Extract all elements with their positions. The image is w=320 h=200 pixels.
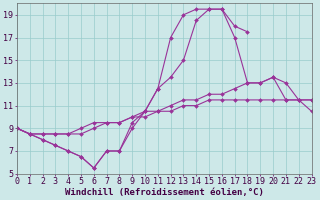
X-axis label: Windchill (Refroidissement éolien,°C): Windchill (Refroidissement éolien,°C) [65,188,264,197]
